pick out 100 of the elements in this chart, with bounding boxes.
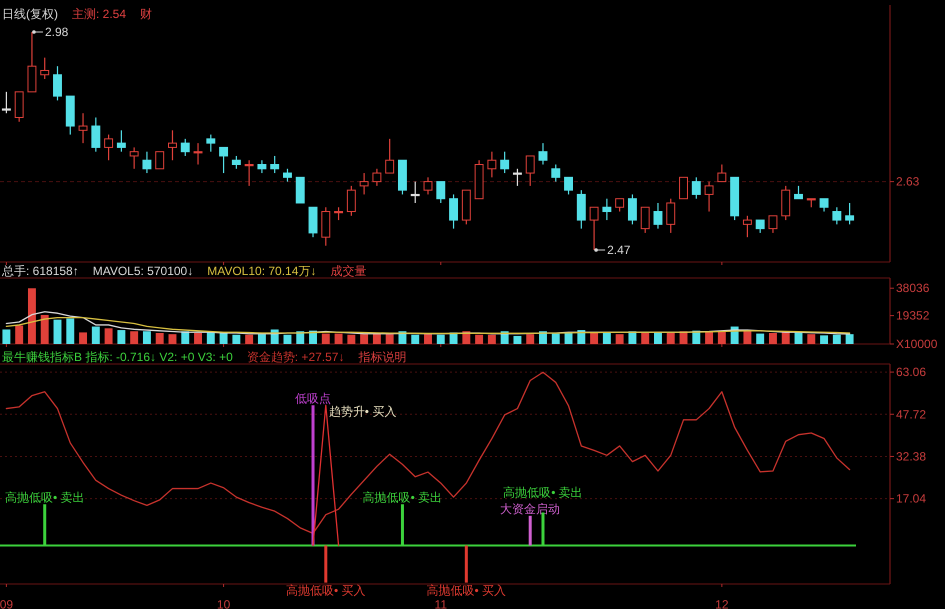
candlestick xyxy=(487,151,496,178)
bar xyxy=(743,331,752,344)
y-tick-label: 47.72 xyxy=(896,407,926,422)
candlestick xyxy=(602,198,612,221)
bar xyxy=(104,328,113,344)
bar xyxy=(705,332,714,344)
bar xyxy=(206,332,215,344)
y-tick-label: 38036 xyxy=(896,281,930,296)
candlestick xyxy=(449,194,458,230)
data-label: 高抛低吸• 买入 xyxy=(426,584,506,598)
candlestick xyxy=(640,206,650,234)
text: MAVOL10: 70.14万↓ xyxy=(207,264,316,278)
candlestick xyxy=(424,176,432,196)
x-tick-label: 11 xyxy=(434,598,448,609)
bar xyxy=(322,334,330,344)
annotation: 2.98 xyxy=(44,25,69,39)
data-label: 高抛低吸• 卖出 xyxy=(4,490,84,504)
candlestick xyxy=(219,146,228,174)
bar xyxy=(794,332,802,344)
bar xyxy=(450,332,458,344)
data-label: 高抛低吸• 买入 xyxy=(286,584,366,598)
candlestick xyxy=(717,164,726,182)
x-tick-label: 12 xyxy=(715,598,729,609)
bar xyxy=(142,331,151,344)
bar xyxy=(312,405,315,546)
bar xyxy=(2,329,10,344)
candlestick xyxy=(666,198,676,234)
candlestick xyxy=(526,155,535,186)
candlestick xyxy=(130,146,139,170)
candlestick xyxy=(168,130,177,161)
ref-line-label: 2.63 xyxy=(896,174,920,189)
candlestick xyxy=(385,138,394,174)
bar xyxy=(66,318,74,344)
bar xyxy=(79,332,88,344)
candlestick xyxy=(436,181,446,204)
bar xyxy=(324,546,328,583)
bar xyxy=(666,333,675,344)
bar xyxy=(156,333,164,344)
candlestick xyxy=(142,151,152,174)
bar xyxy=(411,334,420,344)
candlestick xyxy=(742,215,752,238)
candlestick xyxy=(360,172,369,196)
candlestick xyxy=(116,130,126,152)
bar xyxy=(117,330,126,344)
bar xyxy=(475,334,484,344)
bar xyxy=(220,333,228,344)
x-tick-label: 09 xyxy=(0,598,14,609)
candlestick xyxy=(410,181,420,204)
bar xyxy=(92,326,100,344)
candlestick xyxy=(372,168,382,186)
bar xyxy=(386,334,394,344)
bar xyxy=(552,334,560,344)
candlestick xyxy=(270,155,280,174)
bar xyxy=(464,546,468,583)
data-label: 高抛低吸• 卖出 xyxy=(503,486,583,500)
candlestick xyxy=(232,155,241,170)
bar xyxy=(130,331,138,344)
line-series xyxy=(6,316,850,334)
data-label: 大资金启动 xyxy=(500,502,560,516)
data-label: 高抛低吸• 卖出 xyxy=(362,490,442,504)
bar xyxy=(436,334,445,344)
candlestick xyxy=(704,181,714,212)
candlestick xyxy=(180,138,190,157)
bar xyxy=(232,334,240,344)
text: 主测: 2.54 xyxy=(72,7,126,21)
bar xyxy=(284,334,292,344)
candlestick xyxy=(806,198,816,208)
candlestick xyxy=(845,202,854,225)
candlestick xyxy=(628,194,637,225)
candlestick xyxy=(257,160,266,174)
bar xyxy=(768,333,777,344)
bar xyxy=(564,332,572,344)
candlestick xyxy=(756,219,765,234)
candlestick xyxy=(551,164,560,182)
candlestick xyxy=(40,57,50,80)
bar xyxy=(347,334,356,344)
y-tick-label: 32.38 xyxy=(896,449,926,464)
candlestick xyxy=(283,168,292,182)
candlestick xyxy=(654,202,662,230)
bar xyxy=(54,320,62,344)
bar xyxy=(15,326,24,344)
candlestick xyxy=(53,66,62,101)
bar xyxy=(756,334,764,344)
bar xyxy=(424,334,432,344)
chart-title: 最牛赚钱指标B 指标: -0.716↓ V2: +0 V3: +0 xyxy=(2,350,234,364)
candlestick xyxy=(194,142,202,166)
annotation: 指标说明 xyxy=(357,350,406,364)
bar xyxy=(528,516,532,546)
bar xyxy=(360,334,368,344)
candlestick xyxy=(334,206,344,221)
bar xyxy=(334,334,343,344)
candlestick xyxy=(615,198,624,212)
annotation: 2.47 xyxy=(607,243,631,257)
data-label: 趋势升• 买入 xyxy=(328,404,396,418)
candlestick xyxy=(768,215,778,234)
bar xyxy=(641,333,650,344)
bar xyxy=(194,333,202,344)
candlestick xyxy=(155,151,164,170)
bar xyxy=(168,334,176,344)
bar xyxy=(832,334,841,344)
